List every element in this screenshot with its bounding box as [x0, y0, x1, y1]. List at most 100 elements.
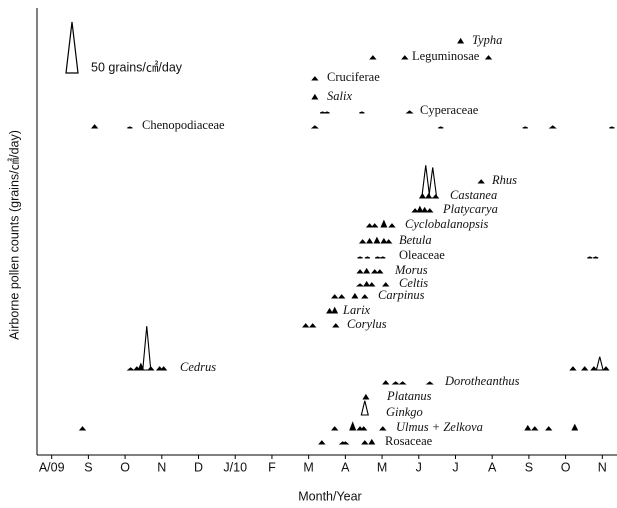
pollen-peak [159, 366, 168, 371]
taxon-label: Cyperaceae [420, 103, 479, 117]
pollen-peak [366, 237, 374, 244]
pollen-peak [371, 269, 379, 274]
taxon-label: Carpinus [378, 288, 425, 302]
pollen-peak [361, 294, 369, 299]
pollen-peak [380, 256, 386, 259]
pollen-peak [416, 205, 424, 213]
taxon-label: Rosaceae [385, 434, 433, 448]
pollen-peak [371, 223, 379, 228]
pollen-peak [581, 366, 589, 371]
taxon-label: Ginkgo [386, 405, 423, 419]
x-tick-label: J [452, 460, 458, 474]
pollen-peak [331, 294, 339, 299]
taxon-label: Salix [327, 89, 352, 103]
pollen-peak [368, 438, 376, 445]
pollen-peak [374, 256, 381, 259]
x-tick-label: N [157, 460, 166, 474]
x-tick-label: A [488, 460, 497, 474]
y-axis-label: Airborne pollen counts (grains/㎠/day) [7, 130, 21, 340]
pollen-peak [364, 256, 371, 259]
taxon-label: Celtis [399, 276, 428, 290]
pollen-peak [142, 326, 152, 371]
taxon-label: Ulmus + Zelkova [396, 420, 483, 434]
taxon-label: Larix [342, 303, 371, 317]
pollen-peak [326, 307, 334, 314]
pollen-peak [126, 367, 135, 371]
taxon-label: Chenopodiaceae [142, 118, 225, 132]
pollen-peak [382, 380, 390, 385]
pollen-peak [425, 381, 434, 385]
pollen-peak [426, 208, 434, 213]
pollen-peak [311, 93, 319, 100]
pollen-peak [341, 441, 350, 445]
pollen-peak [391, 381, 400, 385]
pollen-peak [401, 55, 409, 60]
pollen-peak [571, 423, 579, 431]
pollen-peak [385, 239, 393, 244]
taxon-label: Cedrus [180, 360, 216, 374]
x-tick-label: N [598, 460, 607, 474]
pollen-peak [90, 124, 99, 129]
pollen-peak [318, 440, 326, 445]
pollen-peak [302, 323, 310, 328]
pollen-peak [349, 421, 357, 431]
pollen-peak [382, 282, 390, 287]
pollen-peak [593, 256, 599, 259]
taxon-label: Morus [394, 263, 428, 277]
x-tick-label: S [525, 460, 533, 474]
pollen-peak [545, 426, 553, 431]
pollen-peak [379, 426, 387, 431]
pollen-peak [351, 292, 359, 299]
pollen-peak [363, 280, 371, 287]
pollen-peak [365, 223, 374, 228]
pollen-peak [411, 208, 419, 213]
pollen-peak [309, 323, 317, 328]
pollen-peak [357, 256, 363, 259]
x-tick-label: M [377, 460, 387, 474]
pollen-peak [428, 167, 438, 199]
pollen-peak [338, 294, 346, 299]
x-tick-label: S [84, 460, 92, 474]
taxon-label: Cruciferae [327, 70, 380, 84]
pollen-peak [438, 126, 444, 129]
pollen-peak [363, 267, 371, 274]
x-tick-label: A [341, 460, 350, 474]
taxon-label: Dorotheanthus [444, 374, 520, 388]
pollen-peak [332, 323, 340, 328]
taxon-label: Corylus [347, 317, 387, 331]
pollen-peak [324, 111, 330, 114]
pollen-peak [609, 126, 615, 129]
pollen-peak [155, 366, 164, 371]
pollen-peak [484, 55, 493, 60]
pollen-peak [398, 381, 407, 385]
pollen-peak [522, 126, 528, 129]
pollen-peak [137, 362, 145, 371]
pollen-peak [358, 239, 367, 244]
x-tick-label: M [303, 460, 313, 474]
pollen-peak [380, 237, 388, 244]
pollen-peak [361, 440, 369, 445]
pollen-peak [319, 111, 326, 114]
pollen-peak [362, 393, 370, 400]
taxon-label: Typha [472, 33, 502, 47]
pollen-peak [590, 366, 598, 371]
pollen-peak [369, 55, 377, 60]
taxon-label: Leguminosae [412, 49, 480, 63]
pollen-peak [602, 366, 610, 371]
pollen-peak [147, 366, 155, 371]
x-axis-label: Month/Year [298, 489, 361, 503]
pollen-peak [431, 194, 440, 199]
pollen-peak [595, 356, 604, 371]
x-tick-label: A/09 [39, 460, 65, 474]
pollen-peak [356, 269, 364, 274]
pollen-peak [127, 126, 133, 129]
pollen-peak [548, 125, 557, 129]
pollen-peak [360, 426, 368, 431]
pollen-peak [311, 76, 319, 81]
pollen-peak [405, 110, 414, 114]
x-tick-label: O [561, 460, 571, 474]
pollen-peak [359, 111, 365, 114]
taxon-label: Rhus [491, 173, 517, 187]
x-tick-label: D [194, 460, 203, 474]
